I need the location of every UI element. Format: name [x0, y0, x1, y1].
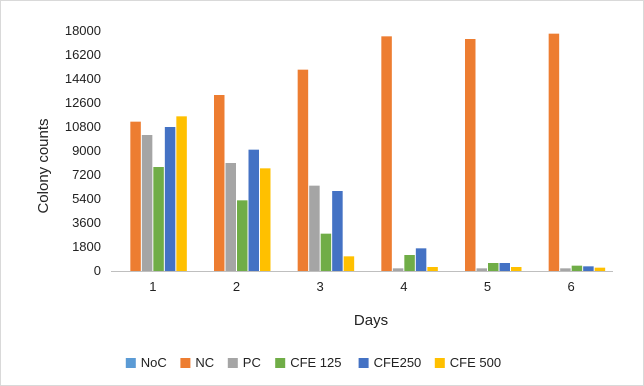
- x-tick-label: 2: [233, 279, 240, 294]
- y-tick-label: 10800: [65, 119, 101, 134]
- bar-cfe-125-day-2: [237, 200, 248, 271]
- bar-nc-day-3: [297, 69, 309, 272]
- bar-pc-day-5: [476, 268, 487, 271]
- legend: NoC NC PC CFE 125 CFE250 CFE 500: [125, 355, 501, 370]
- legend-swatch-nc: [180, 358, 191, 368]
- bar-cfe250-day-5: [499, 263, 510, 271]
- y-tick-label: 9000: [72, 143, 101, 158]
- y-tick-label: 16200: [65, 47, 101, 62]
- x-tick-label: 1: [149, 279, 156, 294]
- bar-cfe250-day-3: [332, 191, 343, 271]
- bar-cfe250-day-2: [248, 149, 259, 271]
- bar-nc-day-1: [130, 121, 141, 272]
- y-tick-label: 3600: [72, 215, 101, 230]
- x-tick-label: 6: [568, 279, 575, 294]
- x-axis-title: Days: [354, 312, 388, 329]
- y-axis: 0 1800 3600 5400 7200 9000 10800 12600 14400 1620…: [65, 23, 101, 278]
- x-tick-label: 4: [400, 279, 407, 294]
- legend-label: CFE 500: [450, 355, 501, 370]
- bar-cfe250-day-1: [164, 127, 176, 271]
- legend-label: CFE250: [374, 355, 422, 370]
- bar-cfe-125-day-3: [320, 233, 332, 271]
- legend-swatch-pc: [227, 358, 238, 368]
- legend-label: CFE 125: [290, 355, 341, 370]
- bar-cfe-125-day-5: [488, 263, 499, 271]
- legend-label: NoC: [141, 355, 167, 370]
- bar-cfe-500-day-5: [511, 267, 522, 271]
- bar-cfe-125-day-4: [404, 255, 415, 271]
- legend-swatch-cfe-500: [434, 358, 445, 368]
- legend-label: PC: [243, 355, 261, 370]
- bar-nc-day-6: [548, 33, 560, 271]
- bars: [130, 33, 606, 272]
- legend-label: NC: [195, 355, 214, 370]
- bar-pc-day-4: [392, 268, 404, 271]
- bar-pc-day-3: [309, 185, 320, 271]
- y-tick-label: 18000: [65, 23, 101, 38]
- bar-cfe250-day-4: [415, 248, 427, 271]
- y-tick-label: 5400: [72, 191, 101, 206]
- bar-cfe-500-day-1: [176, 116, 187, 271]
- legend-swatch-noc: [125, 358, 136, 368]
- legend-swatch-cfe-125: [275, 358, 286, 368]
- y-tick-label: 14400: [65, 71, 101, 86]
- x-axis: 1 2 3 4 5 6: [111, 271, 613, 294]
- bar-cfe-500-day-2: [260, 168, 271, 271]
- bar-cfe-500-day-3: [343, 256, 355, 271]
- bar-nc-day-5: [465, 39, 476, 271]
- bar-nc-day-4: [381, 36, 392, 272]
- bar-cfe-125-day-6: [571, 265, 583, 271]
- bar-pc-day-6: [560, 268, 571, 271]
- bar-nc-day-2: [214, 95, 225, 271]
- bar-cfe-125-day-1: [153, 167, 164, 271]
- bar-pc-day-2: [225, 163, 236, 271]
- y-tick-label: 0: [94, 263, 101, 278]
- y-tick-label: 7200: [72, 167, 101, 182]
- y-axis-title: Colony counts: [35, 118, 52, 213]
- bar-cfe-500-day-4: [427, 267, 438, 271]
- x-tick-label: 3: [317, 279, 324, 294]
- y-tick-label: 1800: [72, 239, 101, 254]
- bar-pc-day-1: [141, 135, 153, 271]
- legend-swatch-cfe250: [358, 358, 369, 368]
- x-tick-label: 5: [484, 279, 491, 294]
- bar-cfe-500-day-6: [594, 267, 606, 271]
- bar-cfe250-day-6: [583, 266, 594, 271]
- y-tick-label: 12600: [65, 95, 101, 110]
